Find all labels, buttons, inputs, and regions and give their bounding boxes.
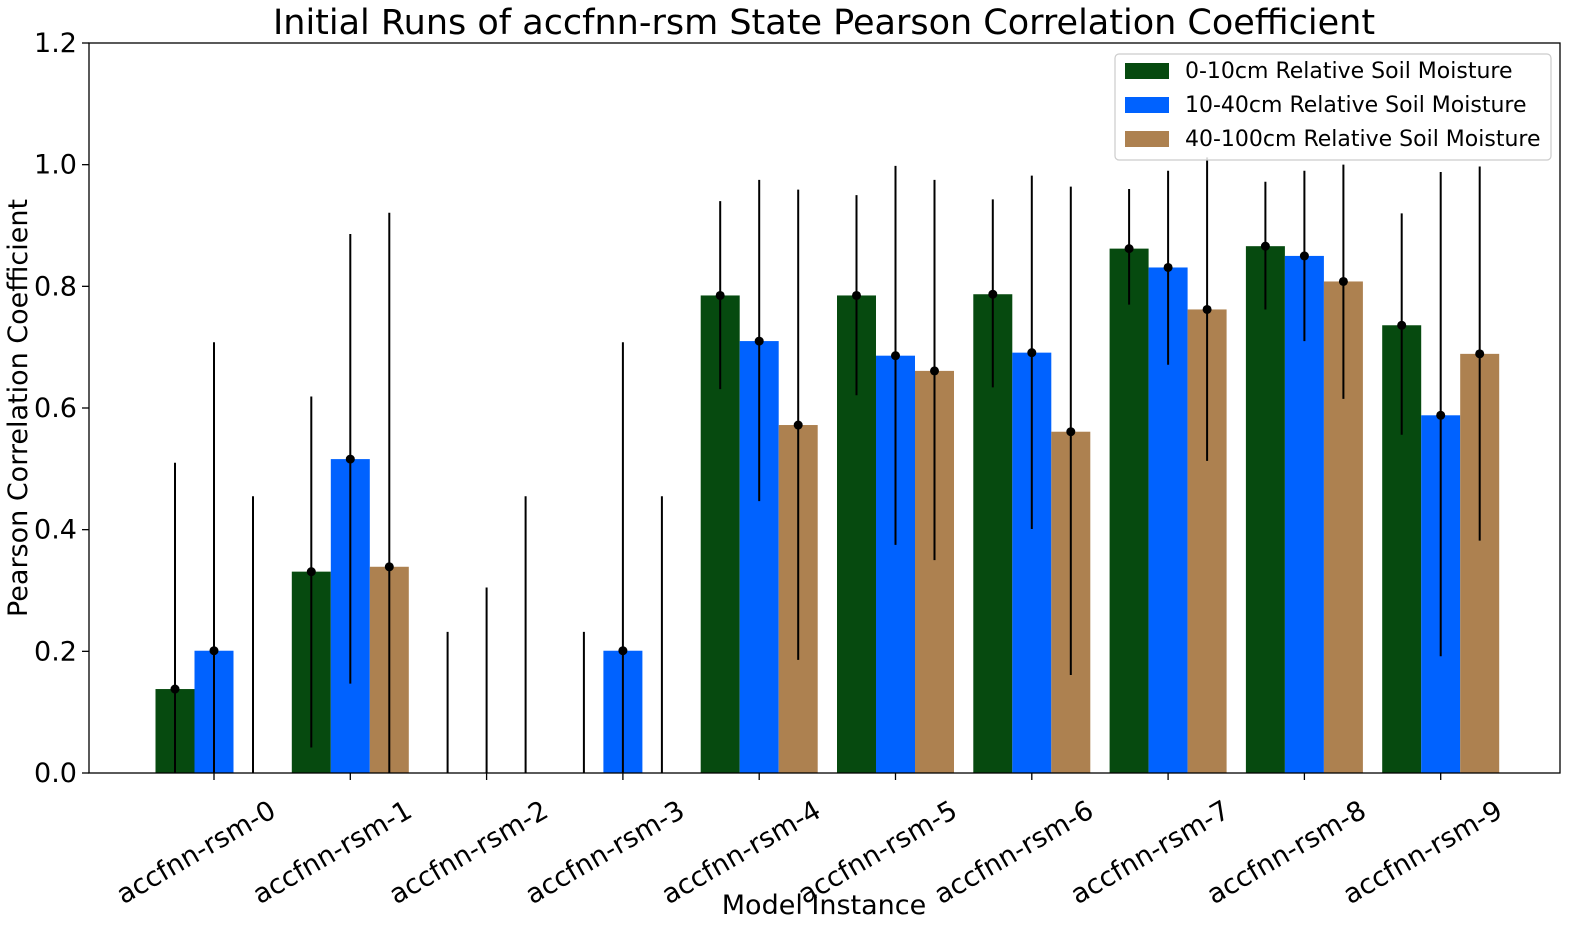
legend-box (1114, 53, 1552, 161)
chart-title: Initial Runs of accfnn-rsm State Pearson… (273, 3, 1375, 43)
mean-point-accfnn-rsm-9-s0 (1397, 320, 1407, 330)
mean-point-accfnn-rsm-6-s1 (1027, 348, 1037, 358)
legend-entry: 10-40cm Relative Soil Moisture (1185, 93, 1526, 118)
mean-point-accfnn-rsm-8-s1 (1299, 251, 1309, 261)
y-tick-label: 0.8 (34, 271, 77, 302)
mean-point-accfnn-rsm-9-s1 (1436, 410, 1446, 420)
mean-point-accfnn-rsm-9-s2 (1475, 349, 1485, 359)
mean-point-accfnn-rsm-5-s1 (891, 351, 900, 361)
mean-point-accfnn-rsm-5-s2 (930, 366, 939, 376)
mean-point-accfnn-rsm-4-s0 (715, 290, 725, 300)
mean-point-accfnn-rsm-7-s2 (1202, 304, 1212, 314)
mean-point-accfnn-rsm-7-s1 (1163, 262, 1173, 272)
legend-swatch (1125, 131, 1169, 147)
legend: 0-10cm Relative Soil Moisture 10-40cm Rel… (1114, 53, 1552, 161)
mean-point-accfnn-rsm-5-s0 (852, 290, 861, 300)
mean-point-accfnn-rsm-7-s0 (1124, 244, 1134, 254)
mean-point-accfnn-rsm-0-s1 (209, 646, 219, 656)
bar-accfnn-rsm-8-s0 (1245, 246, 1285, 773)
y-tick-label: 0.6 (34, 393, 77, 424)
bar-accfnn-rsm-8-s1 (1284, 255, 1324, 774)
y-axis-label: Pearson Correlation Coefficient (3, 199, 34, 617)
mean-point-accfnn-rsm-6-s0 (988, 289, 998, 299)
x-axis-label: Model Instance (722, 890, 927, 921)
mean-point-accfnn-rsm-8-s0 (1260, 241, 1270, 251)
y-tick-label: 0.4 (34, 515, 77, 546)
mean-point-accfnn-rsm-3-s1 (618, 646, 628, 656)
legend-entry: 40-100cm Relative Soil Moisture (1185, 127, 1540, 152)
legend-entry: 0-10cm Relative Soil Moisture (1185, 59, 1513, 84)
mean-point-accfnn-rsm-4-s1 (754, 336, 764, 346)
y-tick-label: 1.0 (34, 150, 77, 181)
mean-point-accfnn-rsm-1-s1 (345, 454, 355, 464)
mean-point-accfnn-rsm-8-s2 (1338, 276, 1348, 286)
legend-swatch (1125, 97, 1169, 113)
y-tick-label: 0.2 (34, 636, 77, 667)
y-tick-label: 0.0 (34, 758, 77, 789)
y-tick-label: 1.2 (34, 28, 77, 59)
mean-point-accfnn-rsm-4-s2 (793, 420, 803, 430)
mean-point-accfnn-rsm-1-s0 (306, 567, 316, 577)
mean-point-accfnn-rsm-1-s2 (384, 562, 394, 572)
bar-accfnn-rsm-7-s0 (1109, 248, 1149, 773)
mean-point-accfnn-rsm-0-s0 (170, 684, 180, 694)
legend-swatch (1125, 63, 1169, 79)
mean-point-accfnn-rsm-6-s2 (1066, 427, 1076, 437)
